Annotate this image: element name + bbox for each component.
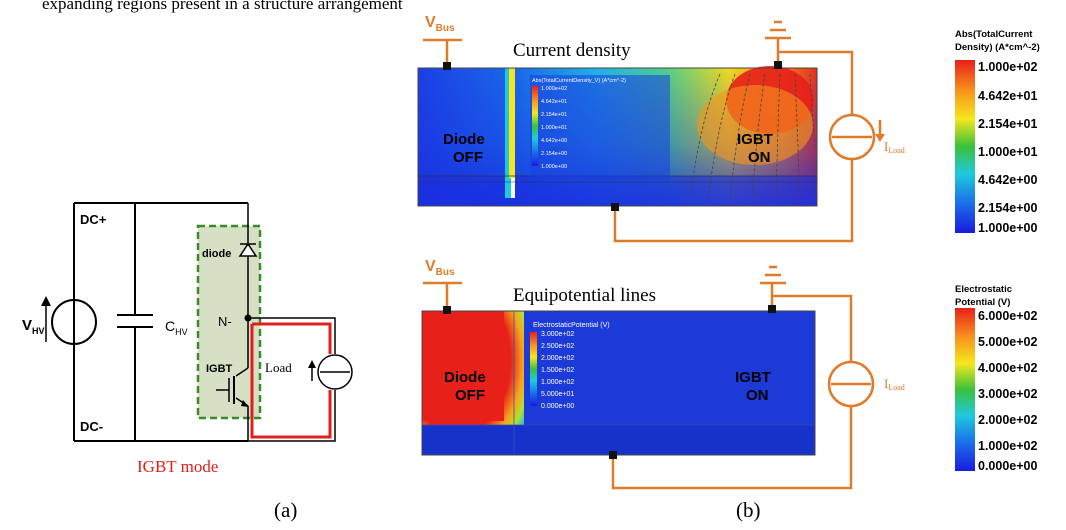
bottom-iload-label: ILoad xyxy=(884,376,905,392)
potential-legend-value: 2.000e+02 xyxy=(978,413,1037,427)
caption-b: (b) xyxy=(736,498,761,522)
potential-legend-value: 4.000e+02 xyxy=(978,361,1037,375)
dc-plus-label: DC+ xyxy=(80,212,107,227)
bottom-igbt-state: ON xyxy=(746,387,769,404)
current-legend-values: 1.000e+02 4.642e+01 2.154e+01 1.000e+01 … xyxy=(978,60,1037,235)
n-minus-label: N- xyxy=(218,314,232,329)
dc-minus-label: DC- xyxy=(80,419,103,434)
top-diode-label: Diode xyxy=(443,131,485,148)
equipotential-plot xyxy=(421,310,816,456)
top-inset-value: 1.000e+00 xyxy=(541,164,567,170)
potential-legend-value: 1.000e+02 xyxy=(978,439,1037,453)
igbt-label: IGBT xyxy=(206,363,233,375)
top-iload-label: ILoad xyxy=(884,139,905,155)
potential-legend-bar xyxy=(955,308,975,471)
bottom-igbt-label: IGBT xyxy=(735,369,771,386)
current-legend-title-1: Abs(TotalCurrent xyxy=(955,29,1033,40)
top-vbus-label: VBus xyxy=(425,14,455,34)
potential-legend-title-2: Potential (V) xyxy=(955,297,1010,308)
equipotential-title: Equipotential lines xyxy=(513,285,656,306)
bottom-circuit-wiring xyxy=(423,265,875,490)
current-legend-value: 2.154e+00 xyxy=(978,201,1037,215)
bottom-diode-label: Diode xyxy=(444,369,486,386)
igbt-mode-label: IGBT mode xyxy=(137,457,218,476)
top-inset-value: 2.154e+01 xyxy=(541,112,567,118)
bottom-inset-value: 1.000e+02 xyxy=(541,379,574,386)
bottom-inset-value: 5.000e+01 xyxy=(541,391,574,398)
top-inset-value: 1.000e+02 xyxy=(541,86,567,92)
current-legend-value: 1.000e+00 xyxy=(978,221,1037,235)
vhv-label: VHV xyxy=(22,317,45,336)
chv-label: CHV xyxy=(165,318,188,337)
bottom-inset-value: 3.000e+02 xyxy=(541,331,574,338)
bottom-vbus-label: VBus xyxy=(425,258,455,278)
bottom-inset-values: 3.000e+02 2.500e+02 2.000e+02 1.500e+02 … xyxy=(541,331,574,410)
load-label: Load xyxy=(265,360,292,375)
potential-legend-value: 3.000e+02 xyxy=(978,387,1037,401)
current-legend-title-2: Density) (A*cm^-2) xyxy=(955,42,1040,53)
potential-legend-value: 5.000e+02 xyxy=(978,335,1037,349)
bottom-inset-value: 2.500e+02 xyxy=(541,343,574,350)
diode-label: diode xyxy=(202,248,231,260)
current-path-bottom xyxy=(250,324,332,439)
current-density-title: Current density xyxy=(513,40,631,61)
current-legend-bar xyxy=(955,60,975,233)
current-path-top xyxy=(252,322,332,354)
bottom-inset-value: 1.500e+02 xyxy=(541,367,574,374)
potential-legend-values: 6.000e+02 5.000e+02 4.000e+02 3.000e+02 … xyxy=(978,309,1037,473)
top-inset-values: 1.000e+02 4.642e+01 2.154e+01 1.000e+01 … xyxy=(541,86,567,170)
top-diode-state: OFF xyxy=(453,149,483,166)
current-legend-value: 4.642e+01 xyxy=(978,89,1037,103)
current-legend-value: 2.154e+01 xyxy=(978,117,1037,131)
top-inset-value: 2.154e+00 xyxy=(541,151,567,157)
current-legend-value: 1.000e+01 xyxy=(978,145,1037,159)
bottom-inset-title: ElectrostaticPotential (V) xyxy=(533,322,610,329)
potential-legend-value: 0.000e+00 xyxy=(978,459,1037,473)
current-legend-value: 4.642e+00 xyxy=(978,173,1037,187)
top-inset-value: 4.642e+00 xyxy=(541,138,567,144)
top-circuit-wiring xyxy=(423,20,882,243)
current-legend-value: 1.000e+02 xyxy=(978,60,1037,74)
top-inset-value: 1.000e+01 xyxy=(541,125,567,131)
header-text: expanding regions present in a structure… xyxy=(42,0,403,13)
caption-a: (a) xyxy=(274,498,297,522)
potential-legend-value: 6.000e+02 xyxy=(978,309,1037,323)
top-inset-value: 4.642e+01 xyxy=(541,99,567,105)
top-igbt-label: IGBT xyxy=(737,131,773,148)
potential-legend-title-1: Electrostatic xyxy=(955,284,1012,295)
current-density-plot xyxy=(417,66,818,207)
bottom-inset-value: 0.000e+00 xyxy=(541,403,574,410)
top-inset-title: Abs(TotalCurrentDensity_V) (A*cm^-2) xyxy=(532,78,626,84)
top-current-arrow-icon xyxy=(875,134,885,142)
panel-a-circuit xyxy=(41,202,353,442)
bottom-inset-value: 2.000e+02 xyxy=(541,355,574,362)
top-igbt-state: ON xyxy=(748,149,771,166)
bottom-diode-state: OFF xyxy=(455,387,485,404)
